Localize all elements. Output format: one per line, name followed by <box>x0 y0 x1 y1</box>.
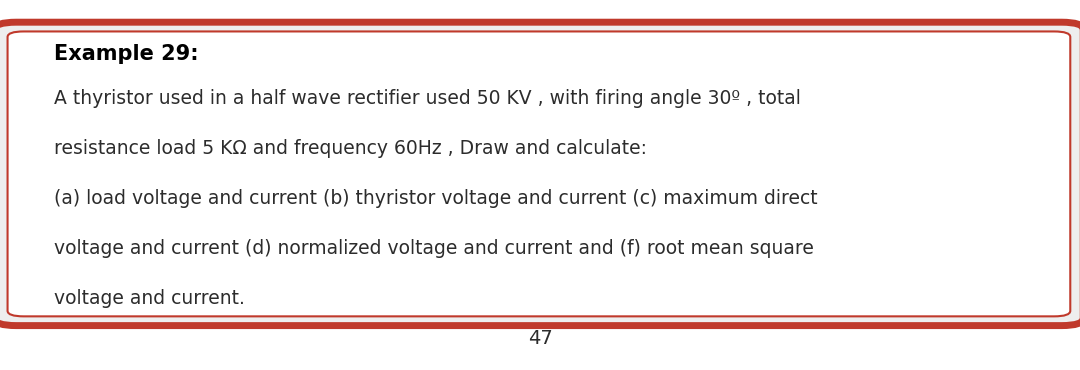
Text: 47: 47 <box>528 329 552 348</box>
FancyBboxPatch shape <box>0 22 1080 326</box>
Text: (a) load voltage and current (b) thyristor voltage and current (c) maximum direc: (a) load voltage and current (b) thyrist… <box>54 189 818 208</box>
Text: A thyristor used in a half wave rectifier used 50 KV , with firing angle 30º , t: A thyristor used in a half wave rectifie… <box>54 89 801 108</box>
Text: voltage and current.: voltage and current. <box>54 289 245 307</box>
FancyBboxPatch shape <box>8 31 1070 316</box>
Text: Example 29:: Example 29: <box>54 44 199 64</box>
Text: resistance load 5 KΩ and frequency 60Hz , Draw and calculate:: resistance load 5 KΩ and frequency 60Hz … <box>54 139 647 158</box>
Text: voltage and current (d) normalized voltage and current and (f) root mean square: voltage and current (d) normalized volta… <box>54 239 814 258</box>
